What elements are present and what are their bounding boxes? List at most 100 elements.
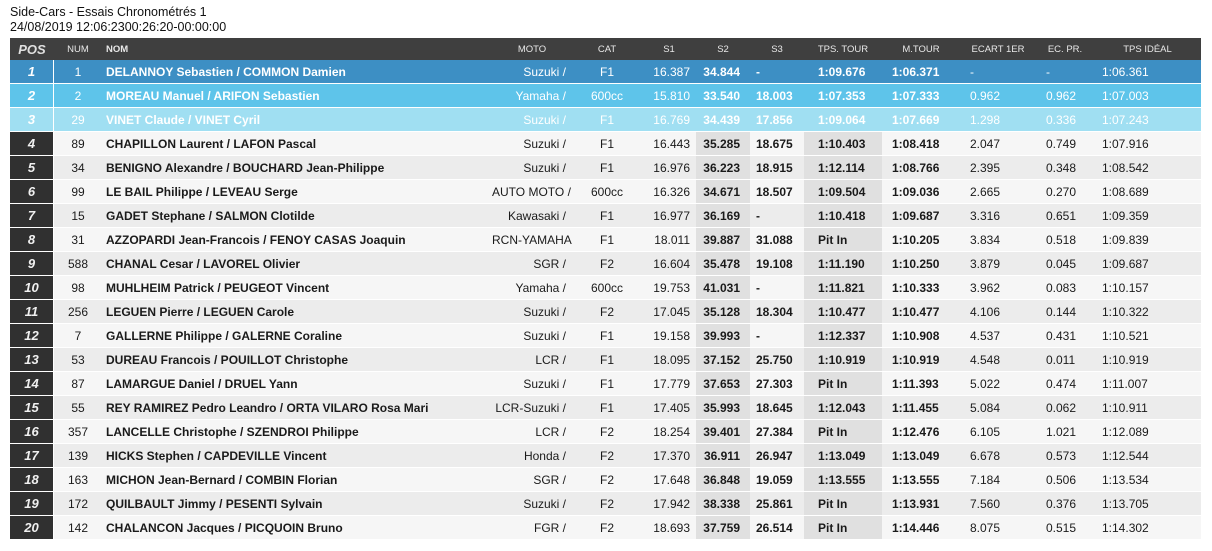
table-row[interactable]: 18 163 MICHON Jean-Bernard / COMBIN Floria… [10, 468, 1201, 492]
cell-moto: Yamaha / [492, 276, 572, 300]
cell-ideal: 1:10.322 [1094, 300, 1201, 324]
cell-pos: 9 [10, 252, 54, 276]
cell-ecart: 6.105 [960, 420, 1036, 444]
cell-num: 256 [54, 300, 102, 324]
cell-mtour: 1:09.036 [882, 180, 960, 204]
cell-s2: 36.169 [696, 204, 750, 228]
cell-s2: 34.439 [696, 108, 750, 132]
col-header-ec-pr[interactable]: EC. PR. [1036, 38, 1094, 60]
table-row[interactable]: 12 7 GALLERNE Philippe / GALERNE Coraline S… [10, 324, 1201, 348]
cell-num: 163 [54, 468, 102, 492]
table-row[interactable]: 13 53 DUREAU Francois / POUILLOT Christoph… [10, 348, 1201, 372]
cell-pos: 17 [10, 444, 54, 468]
table-row[interactable]: 2 2 MOREAU Manuel / ARIFON Sebastien Yamaha… [10, 84, 1201, 108]
cell-moto: Suzuki / [492, 108, 572, 132]
cell-tps: Pit In [804, 492, 882, 516]
cell-cat: F2 [572, 516, 642, 540]
cell-s3: 17.856 [750, 108, 804, 132]
cell-ecpr: 0.011 [1036, 348, 1094, 372]
cell-cat: 600cc [572, 84, 642, 108]
col-header-cat[interactable]: CAT [572, 38, 642, 60]
col-header-pos[interactable]: POS [10, 38, 54, 60]
cell-pos: 11 [10, 300, 54, 324]
cell-num: 99 [54, 180, 102, 204]
col-header-s2[interactable]: S2 [696, 38, 750, 60]
cell-tps: 1:09.504 [804, 180, 882, 204]
cell-nom: DELANNOY Sebastien / COMMON Damien [102, 60, 492, 84]
cell-moto: Kawasaki / [492, 204, 572, 228]
cell-ideal: 1:14.302 [1094, 516, 1201, 540]
cell-s3: 19.108 [750, 252, 804, 276]
col-header-m-tour[interactable]: M.TOUR [882, 38, 960, 60]
cell-s1: 18.011 [642, 228, 696, 252]
col-header-tps-ideal[interactable]: TPS IDÉAL [1094, 38, 1201, 60]
cell-cat: F2 [572, 252, 642, 276]
col-header-s1[interactable]: S1 [642, 38, 696, 60]
cell-s2: 33.540 [696, 84, 750, 108]
table-row[interactable]: 19 172 QUILBAULT Jimmy / PESENTI Sylvain Su… [10, 492, 1201, 516]
cell-ideal: 1:10.911 [1094, 396, 1201, 420]
cell-nom: CHAPILLON Laurent / LAFON Pascal [102, 132, 492, 156]
cell-nom: BENIGNO Alexandre / BOUCHARD Jean-Philip… [102, 156, 492, 180]
table-row[interactable]: 14 87 LAMARGUE Daniel / DRUEL Yann Suzuki /… [10, 372, 1201, 396]
cell-num: 139 [54, 444, 102, 468]
cell-nom: LEGUEN Pierre / LEGUEN Carole [102, 300, 492, 324]
col-header-num[interactable]: NUM [54, 38, 102, 60]
table-row[interactable]: 4 89 CHAPILLON Laurent / LAFON Pascal Suzuk… [10, 132, 1201, 156]
cell-ecpr: 0.474 [1036, 372, 1094, 396]
cell-nom: AZZOPARDI Jean-Francois / FENOY CASAS Jo… [102, 228, 492, 252]
table-row[interactable]: 17 139 HICKS Stephen / CAPDEVILLE Vincent H… [10, 444, 1201, 468]
table-row[interactable]: 7 15 GADET Stephane / SALMON Clotilde Kawas… [10, 204, 1201, 228]
cell-ideal: 1:10.521 [1094, 324, 1201, 348]
cell-ecart: 3.316 [960, 204, 1036, 228]
cell-ecart: 0.962 [960, 84, 1036, 108]
cell-moto: Suzuki / [492, 492, 572, 516]
table-row[interactable]: 8 31 AZZOPARDI Jean-Francois / FENOY CASAS… [10, 228, 1201, 252]
cell-ideal: 1:13.705 [1094, 492, 1201, 516]
cell-ecart: 3.834 [960, 228, 1036, 252]
cell-cat: F2 [572, 300, 642, 324]
col-header-nom[interactable]: NOM [102, 38, 492, 60]
cell-ecpr: 0.651 [1036, 204, 1094, 228]
cell-tps: 1:11.821 [804, 276, 882, 300]
cell-ecpr: 0.749 [1036, 132, 1094, 156]
cell-s1: 18.693 [642, 516, 696, 540]
cell-moto: Suzuki / [492, 300, 572, 324]
cell-s2: 37.152 [696, 348, 750, 372]
table-row[interactable]: 3 29 VINET Claude / VINET Cyril Suzuki / F1 1… [10, 108, 1201, 132]
cell-tps: Pit In [804, 420, 882, 444]
col-header-s3[interactable]: S3 [750, 38, 804, 60]
col-header-moto[interactable]: MOTO [492, 38, 572, 60]
cell-moto: Suzuki / [492, 60, 572, 84]
table-row[interactable]: 11 256 LEGUEN Pierre / LEGUEN Carole Suzuki… [10, 300, 1201, 324]
cell-tps: 1:12.114 [804, 156, 882, 180]
cell-ecart: 2.047 [960, 132, 1036, 156]
cell-mtour: 1:10.477 [882, 300, 960, 324]
table-row[interactable]: 6 99 LE BAIL Philippe / LEVEAU Serge AUTO M… [10, 180, 1201, 204]
cell-mtour: 1:13.555 [882, 468, 960, 492]
cell-ideal: 1:09.687 [1094, 252, 1201, 276]
table-row[interactable]: 9 588 CHANAL Cesar / LAVOREL Olivier SGR / F… [10, 252, 1201, 276]
table-row[interactable]: 15 55 REY RAMIREZ Pedro Leandro / ORTA VIL… [10, 396, 1201, 420]
page-header: Side-Cars - Essais Chronométrés 1 24/08/… [10, 5, 226, 35]
cell-num: 588 [54, 252, 102, 276]
cell-s1: 15.810 [642, 84, 696, 108]
cell-ecart: 7.560 [960, 492, 1036, 516]
cell-ecpr: 0.573 [1036, 444, 1094, 468]
table-row[interactable]: 20 142 CHALANCON Jacques / PICQUOIN Bruno F… [10, 516, 1201, 540]
cell-ecart: 5.084 [960, 396, 1036, 420]
col-header-ecart[interactable]: ECART 1ER [960, 38, 1036, 60]
cell-s1: 17.779 [642, 372, 696, 396]
table-row[interactable]: 16 357 LANCELLE Christophe / SZENDROI Phil… [10, 420, 1201, 444]
cell-s1: 19.753 [642, 276, 696, 300]
table-row[interactable]: 5 34 BENIGNO Alexandre / BOUCHARD Jean-Phi… [10, 156, 1201, 180]
cell-ecpr: - [1036, 60, 1094, 84]
cell-num: 34 [54, 156, 102, 180]
table-row[interactable]: 1 1 DELANNOY Sebastien / COMMON Damien Suzu… [10, 60, 1201, 84]
col-header-tps-tour[interactable]: TPS. TOUR [804, 38, 882, 60]
cell-nom: CHANAL Cesar / LAVOREL Olivier [102, 252, 492, 276]
cell-ideal: 1:11.007 [1094, 372, 1201, 396]
cell-tps: 1:10.418 [804, 204, 882, 228]
cell-moto: SGR / [492, 468, 572, 492]
table-row[interactable]: 10 98 MUHLHEIM Patrick / PEUGEOT Vincent Ya… [10, 276, 1201, 300]
